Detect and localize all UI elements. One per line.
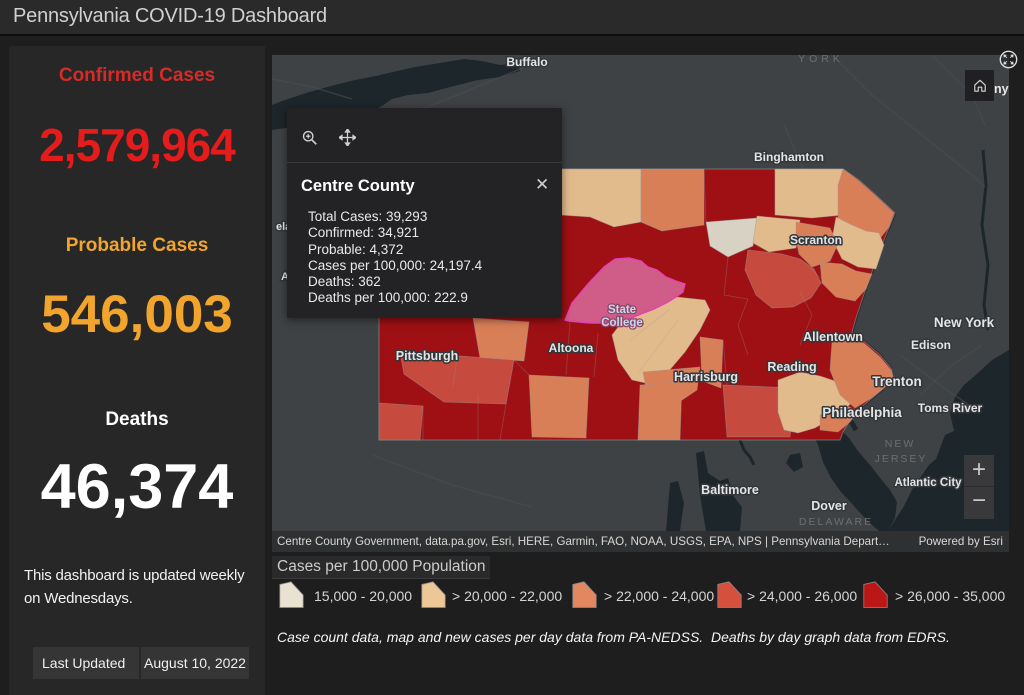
- svg-text:JERSEY: JERSEY: [875, 453, 928, 465]
- svg-text:Philadelphia: Philadelphia: [822, 405, 902, 420]
- svg-text:Scranton: Scranton: [790, 233, 842, 247]
- svg-text:DELAWARE: DELAWARE: [799, 516, 873, 528]
- svg-text:NEW: NEW: [885, 438, 916, 450]
- svg-text:Dover: Dover: [811, 499, 847, 513]
- svg-text:Atlantic City: Atlantic City: [894, 477, 962, 489]
- svg-text:Trenton: Trenton: [872, 374, 922, 389]
- svg-text:Pittsburgh: Pittsburgh: [396, 349, 459, 363]
- svg-text:Altoona: Altoona: [549, 341, 594, 355]
- svg-text:Edison: Edison: [911, 338, 951, 352]
- svg-text:Reading: Reading: [767, 360, 816, 374]
- svg-text:College: College: [601, 317, 643, 329]
- svg-text:Buffalo: Buffalo: [506, 55, 547, 69]
- svg-text:State: State: [608, 304, 636, 316]
- svg-text:New York: New York: [934, 315, 995, 330]
- svg-text:Binghamton: Binghamton: [754, 150, 824, 164]
- svg-text:Allentown: Allentown: [803, 330, 863, 344]
- svg-text:YORK: YORK: [798, 55, 844, 65]
- svg-text:Baltimore: Baltimore: [701, 483, 759, 497]
- svg-text:Toms River: Toms River: [918, 401, 983, 415]
- svg-text:Harrisburg: Harrisburg: [674, 370, 738, 384]
